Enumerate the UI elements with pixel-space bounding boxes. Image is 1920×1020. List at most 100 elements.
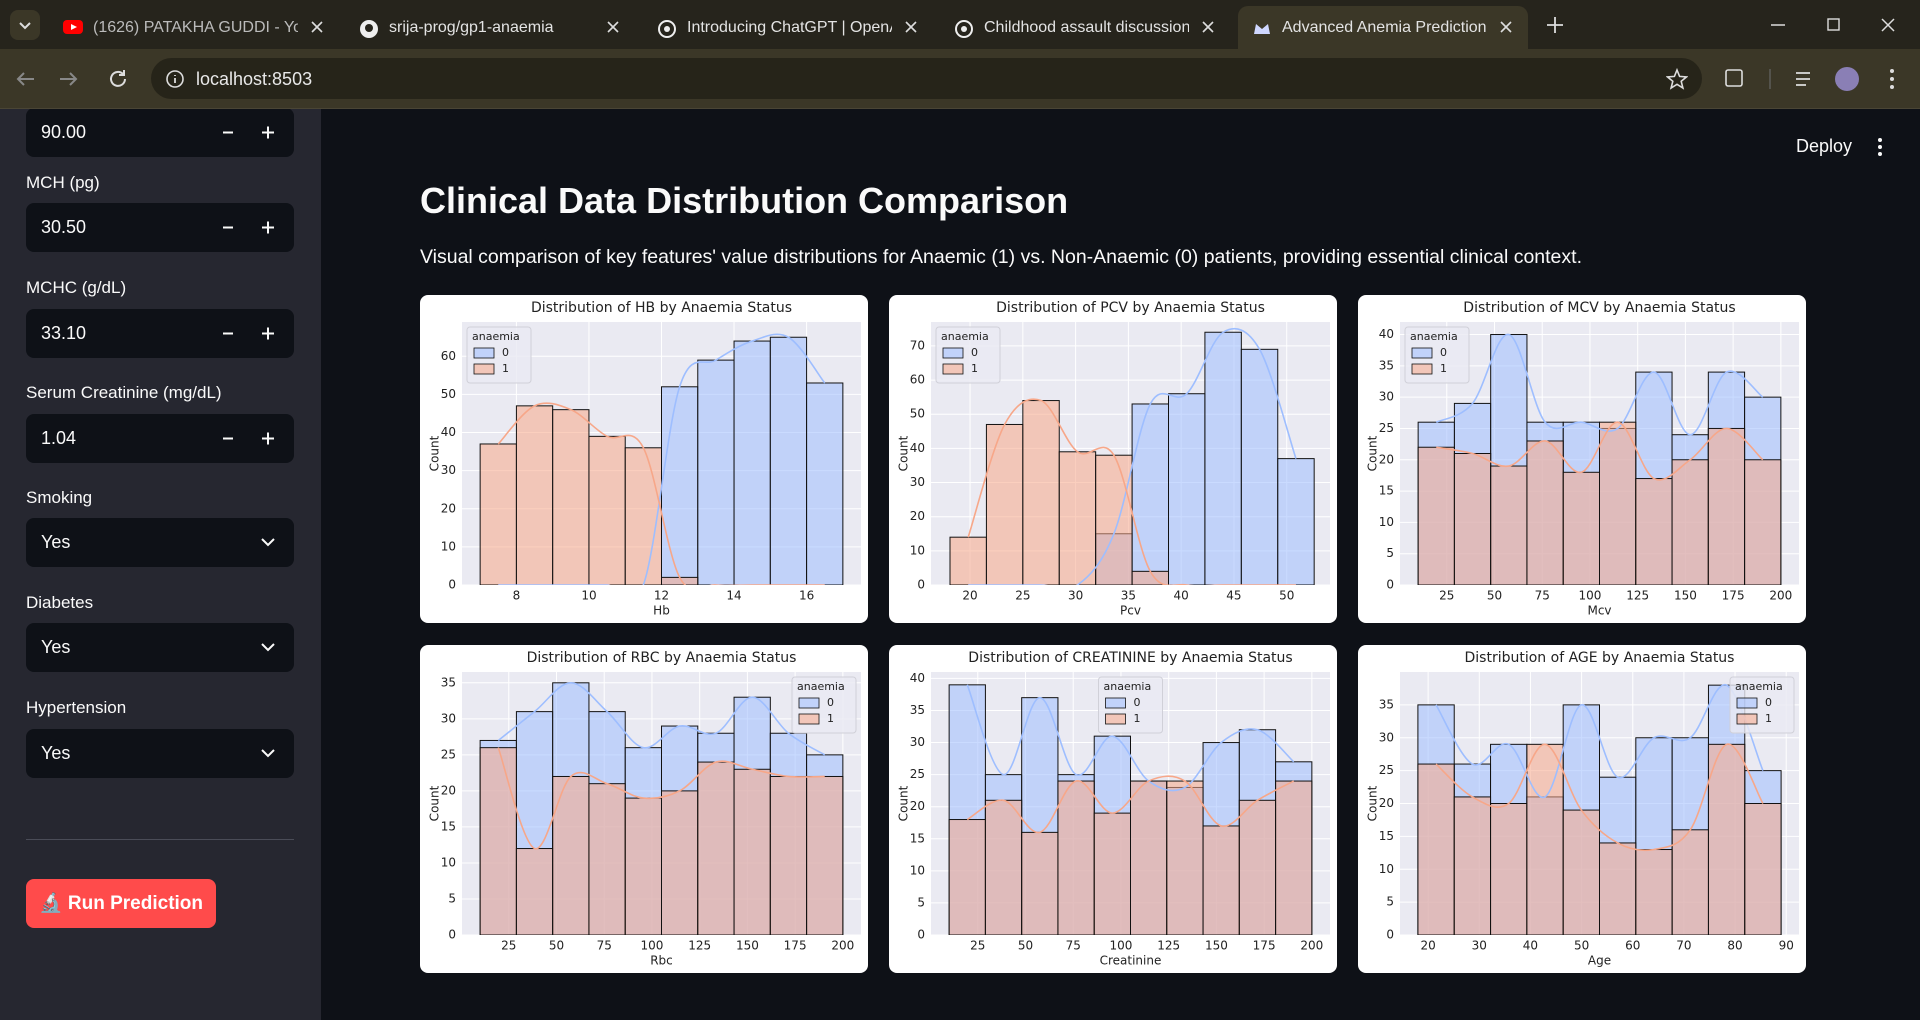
y-tick-label: 0 — [917, 928, 925, 942]
x-tick-label: 20 — [1420, 939, 1435, 953]
tab-active[interactable]: Advanced Anemia Prediction Sy — [1238, 6, 1528, 49]
sidebar: 90.00 MCH (pg) 30.50 MCHC (g/dL) 33.10 S… — [0, 109, 321, 1020]
chart-title: Distribution of HB by Anaemia Status — [531, 300, 792, 316]
select[interactable]: Yes — [26, 518, 294, 567]
kde-line — [966, 684, 1295, 792]
x-tick-label: 20 — [962, 589, 977, 603]
bar — [1238, 799, 1277, 935]
bar — [1131, 403, 1169, 585]
main-menu[interactable] — [1872, 136, 1888, 160]
window-controls[interactable] — [1765, 15, 1915, 35]
bar — [1671, 829, 1709, 935]
number-input[interactable]: 1.04 — [26, 414, 294, 463]
bar — [1168, 393, 1206, 585]
nav-buttons[interactable] — [14, 67, 134, 91]
bar — [1707, 743, 1746, 935]
x-tick-label: 14 — [726, 589, 741, 603]
kde-line — [1435, 743, 1764, 852]
number-input[interactable]: 30.50 — [26, 203, 294, 252]
x-tick-label: 45 — [1226, 589, 1241, 603]
chart-card: Distribution of MCV by Anaemia Status 0 5 1… — [1358, 295, 1806, 623]
url: localhost:8503 — [196, 69, 313, 89]
y-tick-label: 25 — [1379, 421, 1394, 435]
y-tick-label: 20 — [910, 509, 925, 523]
chart: Distribution of AGE by Anaemia Status 0 5 1… — [1366, 650, 1799, 968]
chevron — [261, 749, 275, 758]
legend-swatch — [798, 697, 820, 709]
tab-search[interactable] — [10, 10, 40, 40]
bar — [1562, 809, 1600, 935]
bar — [984, 799, 1023, 935]
address-bar[interactable]: localhost:8503 — [151, 58, 1702, 99]
step-buttons[interactable] — [194, 309, 294, 358]
kde-line — [1436, 421, 1764, 481]
y-axis-label: Count — [428, 785, 442, 821]
bar — [1453, 453, 1492, 585]
bar — [1599, 842, 1637, 935]
tab[interactable]: srija-prog/gp1-anaemia — [345, 6, 635, 49]
tab-close[interactable] — [1200, 19, 1216, 35]
bar — [1707, 427, 1746, 585]
x-tick-label: 150 — [1674, 589, 1697, 603]
y-tick-label: 30 — [1379, 730, 1394, 744]
y-tick-label: 40 — [910, 671, 925, 685]
chart-card: Distribution of PCV by Anaemia Status 0 10… — [889, 295, 1337, 623]
bar — [769, 336, 808, 585]
bar — [1058, 451, 1097, 585]
tab-close[interactable] — [1498, 19, 1514, 35]
number-input[interactable]: 33.10 — [26, 309, 294, 358]
legend-label: 0 — [1765, 696, 1772, 709]
tab[interactable]: (1626) PATAKHA GUDDI - Yo — [49, 6, 339, 49]
deploy-button[interactable]: Deploy — [1796, 136, 1853, 156]
x-tick-label: 150 — [736, 939, 759, 953]
x-axis-label: Mcv — [1587, 604, 1611, 618]
bar — [733, 768, 771, 935]
bar — [1202, 825, 1240, 935]
bar — [1093, 812, 1132, 935]
x-tick-label: 100 — [1579, 589, 1602, 603]
tab[interactable]: Childhood assault discussion — [940, 6, 1230, 49]
legend-swatch — [1411, 347, 1433, 359]
tab-title: Childhood assault discussion — [984, 19, 1189, 36]
bar — [1417, 763, 1455, 935]
bars — [479, 682, 844, 935]
run-button[interactable]: 🔬 Run Prediction — [26, 879, 216, 928]
y-tick-label: 40 — [1379, 327, 1394, 341]
field-label: MCH (pg) — [26, 173, 100, 192]
kde-line — [966, 775, 1295, 834]
tab-close[interactable] — [903, 19, 919, 35]
legend-title: anaemia — [472, 330, 520, 343]
y-tick-label: 35 — [1379, 697, 1394, 711]
kde-line — [498, 333, 826, 585]
tab-close[interactable] — [605, 19, 621, 35]
toolbar-icons[interactable] — [1722, 65, 1912, 93]
y-tick-label: 15 — [1379, 829, 1394, 843]
step-buttons[interactable] — [194, 414, 294, 463]
y-tick-label: 30 — [441, 463, 456, 477]
bar — [1599, 421, 1637, 585]
number-input[interactable]: 90.00 — [26, 109, 294, 157]
bar — [1490, 465, 1528, 585]
tab[interactable]: Introducing ChatGPT | OpenAI — [643, 6, 933, 49]
tab-title: Introducing ChatGPT | OpenAI — [687, 19, 892, 36]
site-info[interactable] — [165, 69, 185, 89]
bar — [949, 536, 987, 585]
y-tick-label: 20 — [1379, 796, 1394, 810]
x-tick-label: 200 — [1769, 589, 1792, 603]
chart: Distribution of MCV by Anaemia Status 0 5 1… — [1366, 300, 1799, 618]
select[interactable]: Yes — [26, 623, 294, 672]
legend-title: anaemia — [797, 680, 845, 693]
y-tick-label: 30 — [910, 735, 925, 749]
y-tick-label: 40 — [441, 425, 456, 439]
bookmark[interactable] — [1666, 68, 1688, 90]
y-tick-label: 0 — [1386, 928, 1394, 942]
input-value: 33.10 — [41, 323, 87, 343]
select[interactable]: Yes — [26, 729, 294, 778]
step-buttons[interactable] — [194, 203, 294, 252]
x-tick-label: 30 — [1068, 589, 1083, 603]
step-buttons[interactable] — [194, 109, 294, 157]
tab-close[interactable] — [309, 19, 325, 35]
y-tick-label: 10 — [441, 539, 456, 553]
new-tab[interactable] — [1545, 15, 1565, 35]
x-tick-label: 125 — [1626, 589, 1649, 603]
